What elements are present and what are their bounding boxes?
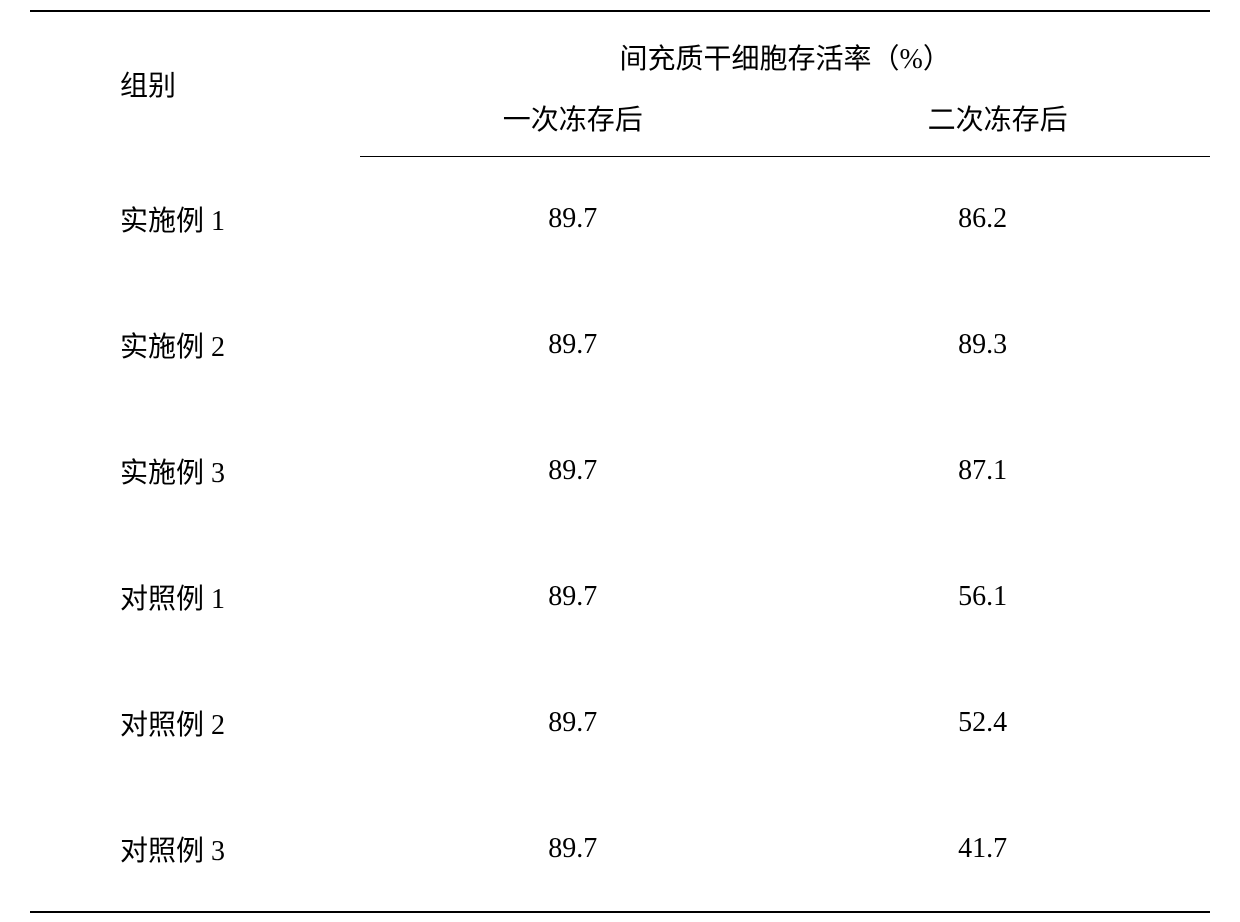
cell-val2: 56.1 [785,534,1210,660]
table-row: 对照例 3 89.7 41.7 [30,786,1210,912]
header-after-second-freeze: 二次冻存后 [785,81,1210,156]
cell-val2: 86.2 [785,156,1210,282]
cell-val1: 89.7 [360,408,785,534]
cell-val2: 41.7 [785,786,1210,912]
cell-val1: 89.7 [360,786,785,912]
cell-group: 实施例 3 [30,408,360,534]
cell-group: 对照例 1 [30,534,360,660]
header-survival-rate: 间充质干细胞存活率（%） [360,11,1210,81]
cell-val1: 89.7 [360,156,785,282]
cell-group: 对照例 2 [30,660,360,786]
header-group: 组别 [30,11,360,156]
viability-table: 组别 间充质干细胞存活率（%） 一次冻存后 二次冻存后 实施例 1 89.7 8… [30,10,1210,913]
cell-group: 实施例 2 [30,282,360,408]
table-row: 实施例 2 89.7 89.3 [30,282,1210,408]
cell-val2: 89.3 [785,282,1210,408]
cell-val1: 89.7 [360,660,785,786]
table-row: 对照例 1 89.7 56.1 [30,534,1210,660]
table-header-row-1: 组别 间充质干细胞存活率（%） [30,11,1210,81]
viability-table-container: 组别 间充质干细胞存活率（%） 一次冻存后 二次冻存后 实施例 1 89.7 8… [30,10,1210,912]
cell-val2: 87.1 [785,408,1210,534]
cell-group: 对照例 3 [30,786,360,912]
cell-val1: 89.7 [360,534,785,660]
table-row: 实施例 1 89.7 86.2 [30,156,1210,282]
table-row: 实施例 3 89.7 87.1 [30,408,1210,534]
cell-val2: 52.4 [785,660,1210,786]
table-row: 对照例 2 89.7 52.4 [30,660,1210,786]
cell-group: 实施例 1 [30,156,360,282]
header-after-first-freeze: 一次冻存后 [360,81,785,156]
cell-val1: 89.7 [360,282,785,408]
